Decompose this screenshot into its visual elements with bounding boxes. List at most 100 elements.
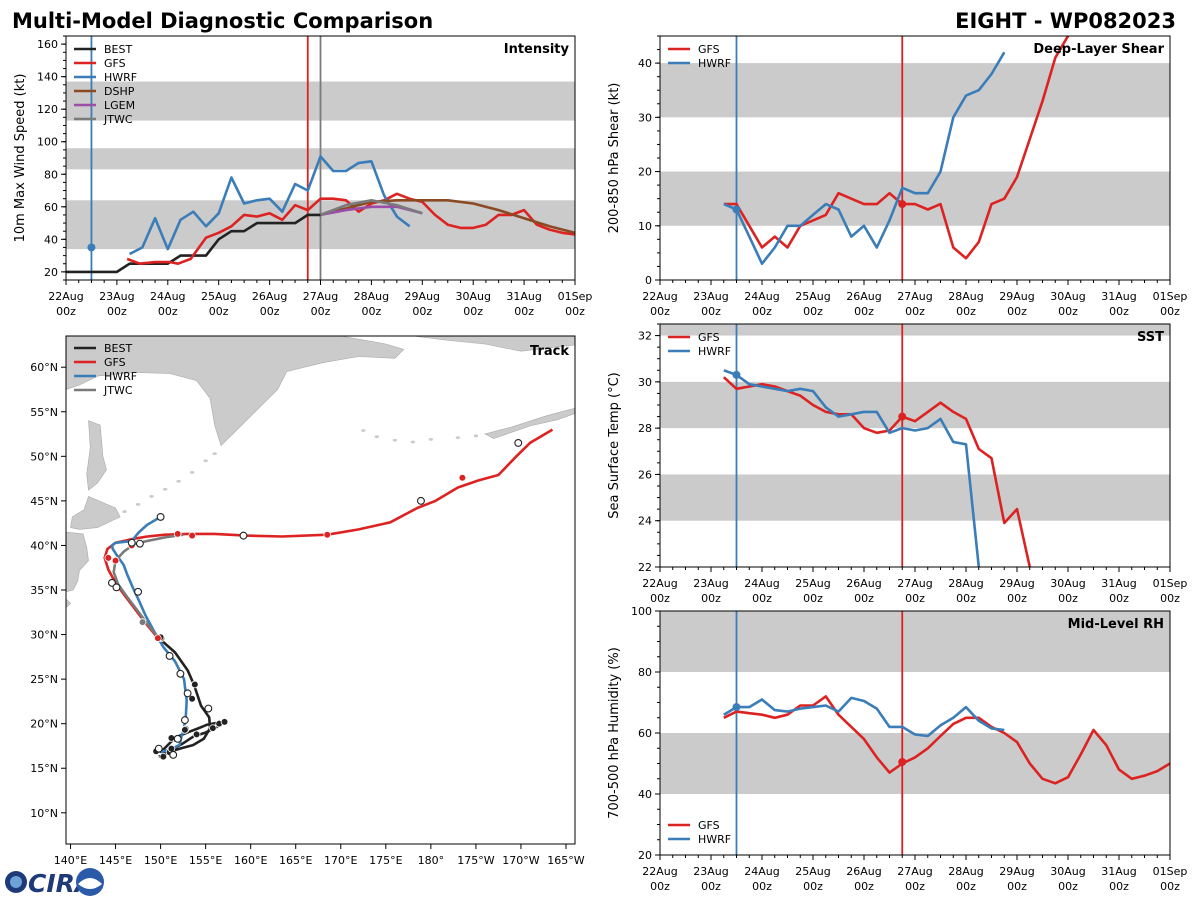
track-point-best — [220, 718, 229, 726]
track-point-hwrf — [154, 744, 163, 753]
x-tick-label-hour: 00z — [158, 305, 178, 318]
y-tick-label: 20 — [638, 166, 652, 179]
y-tick-label: 22 — [638, 561, 652, 574]
island-shape — [428, 437, 434, 441]
y-tick-label: 100 — [631, 605, 652, 618]
y-tick-label: 140 — [37, 71, 58, 84]
lat-tick-label: 55°N — [30, 406, 58, 419]
track-point-hwrf — [127, 538, 136, 547]
x-tick-label-date: 29Aug — [405, 290, 440, 303]
x-tick-label-date: 31Aug — [1101, 865, 1136, 878]
y-tick-label: 120 — [37, 103, 58, 116]
x-tick-label-hour: 00z — [854, 880, 874, 893]
x-tick-label-hour: 00z — [1109, 305, 1129, 318]
shaded-band-1 — [660, 611, 1170, 672]
x-tick-label-hour: 00z — [956, 305, 976, 318]
x-tick-label-date: 23Aug — [693, 865, 728, 878]
x-tick-label-hour: 00z — [752, 880, 772, 893]
y-tick-label: 20 — [44, 266, 58, 279]
track-point-best — [173, 734, 182, 743]
x-tick-label-date: 26Aug — [846, 577, 881, 590]
x-tick-label-date: 22Aug — [642, 290, 677, 303]
series-line-hwrf — [723, 696, 1005, 738]
x-tick-label-date: 22Aug — [642, 577, 677, 590]
island-shape — [176, 479, 181, 483]
track-point-best — [169, 750, 178, 759]
x-tick-label-hour: 00z — [701, 880, 721, 893]
track-point-gfs — [458, 473, 467, 482]
x-tick-label-date: 29Aug — [999, 577, 1034, 590]
x-tick-label-date: 31Aug — [506, 290, 541, 303]
x-tick-label-hour: 00z — [514, 305, 534, 318]
x-tick-label-date: 24Aug — [150, 290, 185, 303]
legend-label-dshp: DSHP — [104, 85, 135, 98]
map-layer — [66, 336, 575, 761]
track-point-best — [180, 716, 189, 725]
marker-hwrf — [87, 243, 96, 252]
track-point-gfs — [323, 530, 332, 539]
series-group — [66, 155, 575, 274]
y-tick-label: 30 — [638, 376, 652, 389]
x-tick-label-hour: 00z — [1160, 880, 1180, 893]
panel-title: Deep-Layer Shear — [1033, 42, 1164, 57]
panel-title: Mid-Level RH — [1068, 617, 1164, 632]
x-tick-label-hour: 00z — [650, 305, 670, 318]
track-point-best — [209, 724, 217, 732]
y-tick-label: 160 — [37, 38, 58, 51]
y-tick-label: 40 — [638, 788, 652, 801]
marker-gfs — [898, 757, 907, 766]
x-tick-label-date: 26Aug — [846, 865, 881, 878]
island-shape — [162, 487, 168, 491]
island-shape — [410, 440, 416, 444]
y-tick-label: 80 — [638, 666, 652, 679]
x-tick-label-date: 28Aug — [948, 290, 983, 303]
x-tick-label-date: 23Aug — [693, 290, 728, 303]
legend-label-hwrf: HWRF — [698, 57, 731, 70]
intensity-panel: 22Aug 00z 23Aug 00z 24Aug 00z 25Aug 00z 26Aug 00z… — [13, 35, 592, 318]
map-frame — [65, 335, 576, 845]
series-line-dshp — [320, 199, 575, 235]
y-tick-label: 60 — [638, 727, 652, 740]
marker-hwrf — [732, 205, 741, 214]
marker-hwrf — [732, 370, 741, 379]
shaded-band-1 — [660, 63, 1170, 118]
marker-hwrf — [732, 703, 741, 712]
y-tick-label: 20 — [638, 849, 652, 862]
island-shape — [374, 435, 380, 439]
x-tick-label-hour: 00z — [956, 880, 976, 893]
track-point-gfs — [514, 438, 523, 447]
lon-tick-label: 175°W — [457, 854, 494, 867]
x-tick-label-date: 26Aug — [846, 290, 881, 303]
legend-label-gfs: GFS — [104, 356, 126, 369]
x-tick-label-date: 27Aug — [897, 577, 932, 590]
lon-tick-label: 180° — [418, 854, 445, 867]
x-tick-label-date: 29Aug — [999, 290, 1034, 303]
track-point-best — [159, 752, 168, 761]
x-tick-label-date: 27Aug — [303, 290, 338, 303]
lon-tick-label: 145°E — [99, 854, 132, 867]
legend-label-best: BEST — [104, 43, 132, 56]
lat-tick-label: 60°N — [30, 361, 58, 374]
lon-tick-label: 160°E — [234, 854, 267, 867]
legend-label-hwrf: HWRF — [698, 833, 731, 846]
panel-title: SST — [1137, 330, 1164, 345]
track-point-gfs — [239, 531, 248, 540]
lat-tick-label: 15°N — [30, 762, 58, 775]
y-tick-label: 60 — [44, 201, 58, 214]
land-asia-northeast — [66, 336, 405, 447]
x-tick-label-hour: 00z — [362, 305, 382, 318]
logo-globe-inner-icon — [10, 876, 22, 888]
y-axis-label: 700-500 hPa Humidity (%) — [607, 647, 622, 819]
x-tick-label-hour: 00z — [956, 592, 976, 605]
legend-label-gfs: GFS — [698, 331, 720, 344]
track-point-gfs — [416, 496, 425, 505]
lon-tick-label: 140°E — [54, 854, 87, 867]
series-line-jtwc — [320, 199, 423, 217]
storm-id-title: EIGHT - WP082023 — [955, 9, 1176, 33]
x-tick-label-date: 27Aug — [897, 865, 932, 878]
island-shape — [212, 452, 217, 456]
sst-panel: 22Aug 00z 23Aug 00z 24Aug 00z 25Aug 00z 26Aug 00z… — [607, 323, 1187, 605]
